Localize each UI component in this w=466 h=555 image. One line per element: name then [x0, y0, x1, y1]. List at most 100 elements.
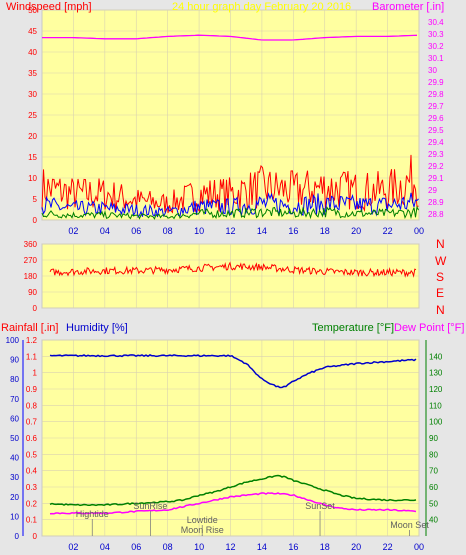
x-tick-label: 00 — [414, 226, 424, 236]
panel-wind-direction: 0 90 180 270 360 N W S E N — [24, 237, 447, 317]
y-tick-label-barometer: 29 — [428, 186, 437, 195]
compass-label: N — [436, 303, 445, 317]
y-tick-label-temperature: 70 — [429, 467, 438, 476]
series-line — [49, 261, 417, 278]
ylabel-humidity: Humidity [%] — [66, 322, 128, 334]
event-label: SunRise — [133, 501, 167, 511]
y-tick-label-windspeed: 40 — [28, 48, 37, 57]
y-tick-label-humidity: 70 — [10, 395, 19, 404]
y-tick-label-barometer: 29.7 — [428, 102, 444, 111]
y-tick-label-windspeed: 15 — [28, 153, 37, 162]
y-tick-label-barometer: 29.6 — [428, 114, 444, 123]
y-tick-label-windspeed: 25 — [28, 111, 37, 120]
y-tick-label-windspeed: 50 — [28, 6, 37, 15]
x-tick-label: 20 — [351, 226, 361, 236]
y-tick-label-direction: 270 — [24, 256, 38, 265]
y-tick-label-barometer: 29.3 — [428, 150, 444, 159]
panel-wind-barometer: 02 04 06 08 10 12 14 16 18 20 22 000510152025303540… — [6, 1, 444, 236]
compass-labels: N W S E N — [435, 237, 447, 317]
y-tick-label-barometer: 30.1 — [428, 54, 444, 63]
series-line — [42, 34, 418, 41]
x-tick-label: 00 — [414, 542, 424, 552]
y-tick-label-barometer: 30.3 — [428, 30, 444, 39]
x-tick-label: 08 — [163, 226, 173, 236]
y-tick-label-barometer: 29.2 — [428, 162, 444, 171]
x-tick-label: 22 — [383, 226, 393, 236]
chart-title: 24 hour graph day February 20 2016 — [172, 1, 351, 13]
y-tick-label-humidity: 80 — [10, 375, 19, 384]
y-tick-label-windspeed: 10 — [28, 174, 37, 183]
y-tick-label-direction: 180 — [24, 272, 38, 281]
x-tick-label: 12 — [225, 226, 235, 236]
y-tick-label-temperature: 50 — [429, 499, 438, 508]
y-tick-label-rainfall: 0 — [33, 532, 38, 541]
y-tick-label-humidity: 10 — [10, 512, 19, 521]
x-tick-label: 06 — [131, 226, 141, 236]
y-tick-label-temperature: 40 — [429, 516, 438, 525]
series-wind — [41, 34, 419, 220]
y-tick-label-rainfall: 1.1 — [26, 352, 38, 361]
y-tick-label-temperature: 120 — [429, 385, 443, 394]
x-tick-label: 02 — [68, 542, 78, 552]
y-tick-label-rainfall: 0.4 — [26, 467, 38, 476]
y-tick-label-temperature: 60 — [429, 483, 438, 492]
series-line — [49, 492, 417, 515]
y-tick-label-rainfall: 0.1 — [26, 516, 38, 525]
y-tick-label-humidity: 90 — [10, 356, 19, 365]
ylabel-rainfall: Rainfall [.in] — [1, 322, 58, 334]
x-tick-label: 06 — [131, 542, 141, 552]
y-tick-label-windspeed: 35 — [28, 69, 37, 78]
y-tick-label-direction: 360 — [24, 240, 38, 249]
compass-label: S — [436, 270, 444, 284]
y-tick-label-windspeed: 30 — [28, 90, 37, 99]
compass-label: N — [436, 237, 445, 251]
y-tick-label-humidity: 100 — [6, 336, 20, 345]
x-tick-label: 10 — [194, 226, 204, 236]
y-tick-label-humidity: 60 — [10, 414, 19, 423]
x-tick-label: 14 — [257, 226, 267, 236]
y-tick-label-rainfall: 0.7 — [26, 418, 38, 427]
compass-label: E — [436, 286, 444, 300]
ticks-wind: 02 04 06 08 10 12 14 16 18 20 22 000510152025303540… — [28, 6, 444, 236]
y-tick-label-temperature: 140 — [429, 352, 443, 361]
y-tick-label-barometer: 28.8 — [428, 210, 444, 219]
y-tick-label-rainfall: 0.9 — [26, 385, 38, 394]
y-tick-label-barometer: 28.9 — [428, 198, 444, 207]
y-tick-label-barometer: 30 — [428, 66, 437, 75]
y-tick-label-rainfall: 1 — [33, 369, 38, 378]
x-tick-label: 18 — [320, 542, 330, 552]
y-tick-label-temperature: 100 — [429, 418, 443, 427]
y-tick-label-barometer: 29.8 — [428, 90, 444, 99]
y-tick-label-windspeed: 0 — [33, 216, 38, 225]
y-tick-label-temperature: 130 — [429, 369, 443, 378]
y-tick-label-barometer: 29.5 — [428, 126, 444, 135]
ylabel-windspeed: Windspeed [mph] — [6, 1, 92, 13]
x-tick-label: 02 — [68, 226, 78, 236]
event-label: SunSet — [305, 501, 335, 511]
x-tick-label: 16 — [288, 542, 298, 552]
y-tick-label-barometer: 30.4 — [428, 18, 444, 27]
y-tick-label-barometer: 29.9 — [428, 78, 444, 87]
x-tick-label: 20 — [351, 542, 361, 552]
event-label: Moon Rise — [181, 525, 224, 535]
series-line — [49, 354, 417, 389]
series-line — [41, 205, 419, 220]
y-tick-label-windspeed: 20 — [28, 132, 37, 141]
x-tick-label: 04 — [100, 542, 110, 552]
x-tick-label: 18 — [320, 226, 330, 236]
ylabel-dewpoint: Dew Point [°F] — [394, 322, 464, 334]
series-direction — [49, 261, 417, 278]
series-line — [41, 154, 419, 214]
series-temperature — [49, 354, 417, 515]
ylabel-temperature: Temperature [°F] — [312, 322, 394, 334]
y-tick-label-temperature: 90 — [429, 434, 438, 443]
y-tick-label-barometer: 29.4 — [428, 138, 444, 147]
y-tick-label-windspeed: 45 — [28, 27, 37, 36]
y-tick-label-rainfall: 0.2 — [26, 499, 38, 508]
y-tick-label-barometer: 30.2 — [428, 42, 444, 51]
compass-label: W — [435, 254, 447, 268]
y-tick-label-rainfall: 0.5 — [26, 450, 38, 459]
